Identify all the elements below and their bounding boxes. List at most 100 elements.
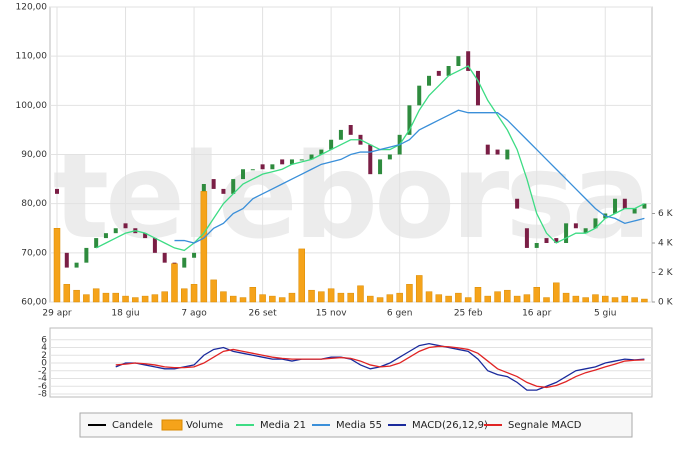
volume-bar	[249, 287, 257, 303]
legend-swatch	[161, 419, 183, 431]
volume-bar	[298, 248, 305, 303]
volume-bar	[641, 298, 648, 303]
volume-bar	[543, 297, 550, 303]
candle	[289, 159, 294, 165]
volume-bar	[200, 191, 208, 303]
legend-label: MACD(26,12,9)	[412, 420, 488, 431]
volume-bar	[259, 294, 266, 303]
y2-tick-label: 2 K	[658, 268, 674, 278]
candle	[338, 129, 343, 140]
y2-tick-label: 6 K	[658, 209, 674, 219]
candle	[270, 164, 275, 170]
volume-bar	[122, 295, 129, 303]
volume-bar	[474, 287, 482, 303]
x-tick-label: 18 giu	[111, 309, 139, 319]
volume-bar	[367, 295, 374, 303]
y-tick-label: 110,00	[16, 52, 48, 62]
volume-bar	[288, 292, 296, 303]
volume-bar	[269, 295, 276, 303]
y-tick-label: 90,00	[21, 150, 47, 160]
candle	[387, 154, 392, 160]
volume-bar	[415, 275, 423, 303]
volume-bar	[73, 289, 80, 303]
candle	[642, 203, 647, 209]
volume-bar	[102, 292, 110, 303]
candle	[564, 223, 569, 243]
volume-bar	[132, 297, 139, 303]
plot-layer: 60,00 70,00 80,00 90,00 100,00 110,00 120,00 29…	[16, 3, 674, 400]
candle	[622, 198, 627, 209]
candle	[94, 238, 99, 248]
candle	[554, 238, 559, 243]
candle	[250, 169, 255, 171]
volume-bar	[181, 288, 188, 303]
volume-bar	[161, 291, 168, 303]
volume-bar	[435, 294, 443, 303]
candle	[280, 159, 285, 165]
x-tick-label: 16 apr	[522, 309, 552, 319]
candle	[319, 149, 324, 155]
volume-bar	[513, 295, 521, 303]
candle	[260, 164, 265, 170]
candle	[231, 179, 236, 194]
candle	[123, 223, 128, 229]
volume-bar	[112, 292, 119, 303]
moving-average-line	[174, 109, 645, 244]
volume-bar	[151, 294, 159, 303]
volume-bar	[582, 297, 589, 303]
y2-tick-label: 0 K	[658, 298, 674, 308]
candle	[446, 66, 451, 76]
legend-label: Media 21	[260, 420, 306, 431]
candle	[299, 159, 304, 161]
candle	[613, 198, 618, 214]
volume-bar	[318, 291, 325, 303]
volume-bar	[553, 282, 560, 303]
volume-bar	[631, 297, 638, 303]
y-tick-label: 80,00	[21, 199, 47, 209]
candle	[378, 159, 383, 175]
watermark: teleborsa	[53, 127, 648, 265]
candle	[241, 169, 246, 180]
candle	[162, 252, 167, 263]
candle	[485, 144, 490, 155]
volume-bar	[347, 292, 354, 303]
volume-bar	[308, 289, 315, 303]
volume-bar	[533, 287, 540, 303]
candle	[55, 188, 59, 194]
candle	[211, 179, 216, 189]
candle	[505, 149, 510, 160]
candle	[583, 228, 588, 234]
candle	[466, 51, 471, 71]
candle	[309, 154, 314, 160]
volume-bar	[572, 295, 580, 303]
x-tick-label: 25 feb	[454, 309, 483, 319]
legend-label: Candele	[112, 420, 153, 431]
volume-bar	[484, 295, 492, 303]
candle	[192, 252, 197, 258]
candle	[534, 243, 539, 248]
y-tick-label: -4	[38, 374, 47, 384]
candle	[427, 75, 432, 86]
volume-bar	[141, 295, 149, 303]
volume-bar	[494, 291, 501, 303]
volume-bar	[601, 295, 609, 303]
candle	[143, 233, 148, 239]
candle	[632, 208, 637, 214]
volume-bar	[53, 228, 61, 303]
volume-bar	[63, 284, 71, 303]
volume-bar	[396, 292, 403, 303]
candle	[182, 257, 187, 268]
volume-bar	[425, 291, 433, 303]
volume-bar	[621, 295, 629, 303]
volume-bar	[455, 292, 462, 303]
x-tick-label: 29 apr	[42, 309, 72, 319]
legend-label: Volume	[186, 420, 223, 431]
y2-tick-label: 4 K	[658, 239, 674, 249]
macd-line	[115, 345, 645, 389]
volume-bar	[220, 291, 227, 303]
candle	[456, 56, 461, 66]
candle	[368, 144, 373, 175]
candle	[64, 252, 69, 268]
volume-bar	[523, 294, 531, 303]
